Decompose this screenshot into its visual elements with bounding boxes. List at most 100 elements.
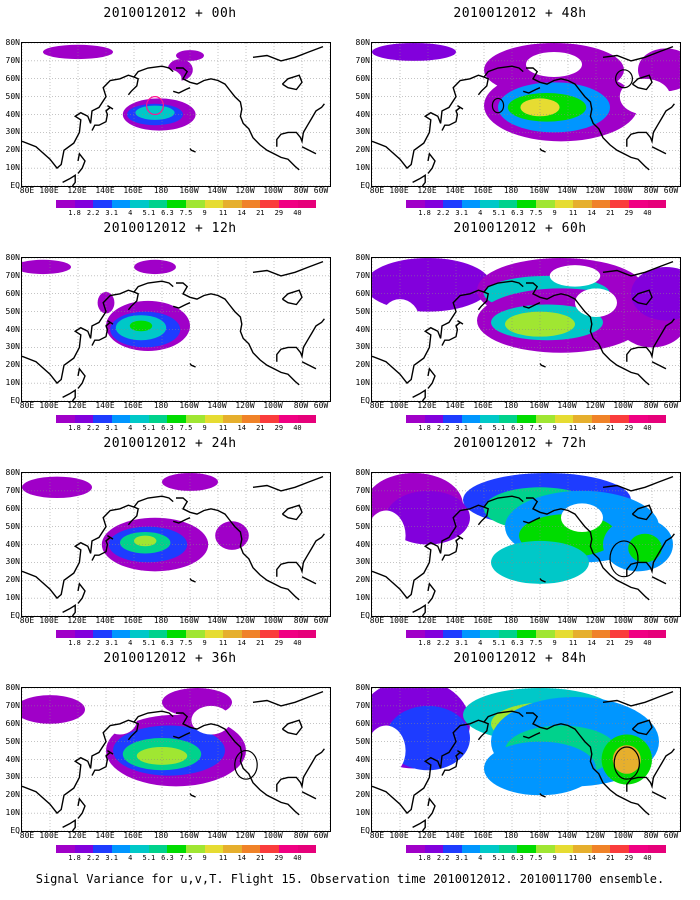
latitude-tick-label: 70N [355, 485, 370, 495]
low-variance-area [103, 705, 137, 735]
longitude-tick-label: 120W [585, 401, 605, 410]
colorbar-swatch [241, 630, 261, 638]
colorbar-swatch [167, 845, 187, 853]
variance-contour [134, 259, 176, 275]
colorbar-swatch [130, 200, 149, 208]
longitude-tick-label: 100E [389, 831, 409, 840]
coastline [127, 291, 139, 311]
colorbar-swatch [56, 845, 75, 853]
coastline [539, 148, 546, 153]
coastline [626, 748, 675, 792]
colorbar-tick-label: 6.3 [511, 209, 524, 217]
colorbar-swatch [278, 200, 298, 208]
latitude-tick-label: 20N [355, 575, 370, 585]
coastline [172, 87, 191, 94]
colorbar-tick-label: 4 [128, 639, 133, 647]
variance-contour [372, 258, 491, 312]
colorbar-swatch [297, 630, 317, 638]
colorbar-swatch [536, 630, 555, 638]
coastline [539, 363, 546, 368]
low-variance-area [526, 51, 582, 77]
longitude-tick-label: 120W [235, 616, 255, 625]
longitude-tick-label: 100W [613, 401, 633, 410]
colorbar-tick-label: 2.2 [436, 424, 450, 432]
latitude-tick-label: EQ [10, 181, 20, 190]
coastline [127, 506, 139, 526]
latitude-tick-label: 80N [5, 683, 20, 692]
longitude-tick-label: 80E [19, 616, 35, 625]
colorbar-swatch [167, 415, 187, 423]
colorbar-swatch [610, 415, 629, 423]
coastline [441, 535, 464, 561]
longitude-tick-label: 120W [585, 831, 605, 840]
longitude-tick-label: 120E [417, 831, 437, 840]
variance-map [371, 687, 681, 832]
colorbar-tick-label: 3.1 [455, 209, 469, 217]
longitude-tick-label: 100E [389, 186, 409, 195]
colorbar-swatch [241, 845, 261, 853]
colorbar-swatch [56, 630, 75, 638]
colorbar-tick-label: 7.5 [179, 424, 193, 432]
colorbar-swatch [628, 200, 648, 208]
colorbar-tick-label: 5.1 [142, 639, 156, 647]
colorbar-swatch [480, 630, 499, 638]
longitude-tick-label: 60W [313, 831, 329, 840]
colorbar-tick-label: 11 [218, 639, 228, 647]
variance-contour [612, 745, 641, 774]
coastline [252, 260, 324, 277]
variance-contour [215, 521, 249, 550]
coastline [441, 320, 464, 346]
colorbar-swatch [573, 200, 592, 208]
latitude-tick-label: 40N [5, 109, 20, 119]
latitude-axis: 80N 70N 60N 50N 40N 30N 20N 10N EQ [350, 468, 370, 620]
coastline [539, 793, 546, 798]
coastline [252, 690, 324, 707]
latitude-axis: 80N 70N 60N 50N 40N 30N 20N 10N EQ [0, 683, 20, 835]
low-variance-area [142, 68, 182, 90]
colorbar-swatch [517, 630, 537, 638]
colorbar-swatch [130, 630, 149, 638]
latitude-axis: 80N 70N 60N 50N 40N 30N 20N 10N EQ [0, 254, 20, 405]
colorbar-swatch [74, 845, 94, 853]
latitude-tick-label: 80N [355, 468, 370, 477]
coastline [62, 174, 76, 186]
coastline [427, 582, 436, 604]
longitude-tick-label: 180 [503, 616, 519, 625]
longitude-tick-label: 160E [473, 831, 493, 840]
longitude-tick-label: 120W [235, 401, 255, 410]
longitude-tick-label: 60W [313, 186, 329, 195]
colorbar-swatch [610, 200, 629, 208]
colorbar-swatch [297, 200, 317, 208]
latitude-tick-label: 10N [355, 378, 370, 388]
latitude-tick-label: 80N [355, 683, 370, 692]
colorbar-tick-label: 21 [256, 209, 265, 217]
variance-contour [135, 105, 175, 120]
longitude-tick-label: 120E [67, 831, 87, 840]
longitude-tick-label: 180 [503, 401, 519, 410]
colorbar-tick-label: 11 [568, 639, 578, 647]
panel-title: 2010012012 + 60h [453, 221, 587, 236]
coastline [526, 497, 650, 601]
colorbar-swatch [591, 630, 611, 638]
coastline [189, 578, 196, 583]
colorbar-swatch [111, 630, 131, 638]
longitude-tick-label: 140E [445, 186, 465, 195]
colorbar-swatch [517, 200, 537, 208]
longitude-tick-label: 80E [19, 186, 35, 195]
colorbar-tick-label: 1.8 [418, 639, 431, 647]
colorbar-tick-label: 29 [274, 639, 284, 647]
colorbar-swatch [554, 630, 574, 638]
colorbar-swatch [461, 630, 481, 638]
longitude-tick-label: 140W [557, 831, 577, 840]
colorbar-tick-label: 11 [568, 424, 578, 432]
coastline [602, 475, 674, 492]
longitude-tick-label: 100E [389, 401, 409, 410]
coastline [91, 535, 114, 561]
colorbar-tick-label: 1.8 [418, 854, 431, 862]
colorbar-swatch [111, 200, 131, 208]
colorbar-swatch [260, 630, 279, 638]
coastline [372, 65, 524, 170]
coastline [372, 280, 524, 385]
colorbar [56, 630, 317, 638]
latitude-tick-label: 60N [355, 718, 370, 728]
